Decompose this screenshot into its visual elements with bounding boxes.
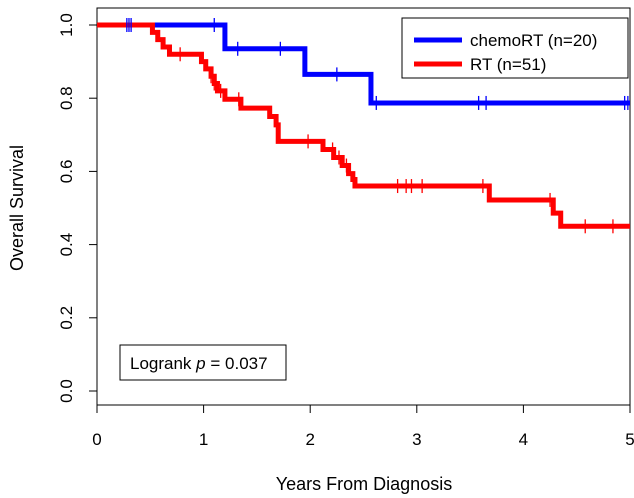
x-axis-label: Years From Diagnosis	[276, 474, 452, 494]
y-tick-label: 1.0	[57, 13, 76, 37]
x-tick-label: 2	[305, 430, 314, 449]
series-line-1	[97, 22, 630, 229]
annotation-p: p	[195, 354, 205, 373]
annotation-text: Logrank p = 0.037	[130, 354, 268, 373]
y-tick-label: 0.2	[57, 306, 76, 330]
x-tick-label: 0	[92, 430, 101, 449]
y-tick-label: 0.0	[57, 379, 76, 403]
annotation-box	[119, 344, 287, 381]
legend: chemoRT (n=20) RT (n=51)	[401, 17, 629, 79]
axes: 0 1 2 3 4 5 0.0 0.2 0.4 0.6 0.8 1.0	[57, 7, 634, 449]
y-tick-label: 0.4	[57, 233, 76, 257]
series-line-0	[97, 22, 630, 106]
x-tick-label: 3	[412, 430, 421, 449]
x-tick-label: 5	[625, 430, 634, 449]
y-axis-label: Overall Survival	[7, 145, 27, 271]
logrank-annotation: Logrank p = 0.037	[119, 344, 287, 381]
y-tick-label: 0.6	[57, 160, 76, 184]
legend-box	[401, 17, 629, 79]
survival-curves	[97, 22, 630, 229]
legend-label-rt: RT (n=51)	[470, 55, 546, 74]
annotation-suffix: = 0.037	[206, 354, 268, 373]
legend-label-chemort: chemoRT (n=20)	[470, 31, 597, 50]
y-tick-label: 0.8	[57, 86, 76, 110]
annotation-prefix: Logrank	[130, 354, 196, 373]
plot-frame	[96, 7, 631, 406]
censor-marks	[126, 18, 629, 234]
x-tick-label: 4	[519, 430, 528, 449]
x-tick-label: 1	[199, 430, 208, 449]
